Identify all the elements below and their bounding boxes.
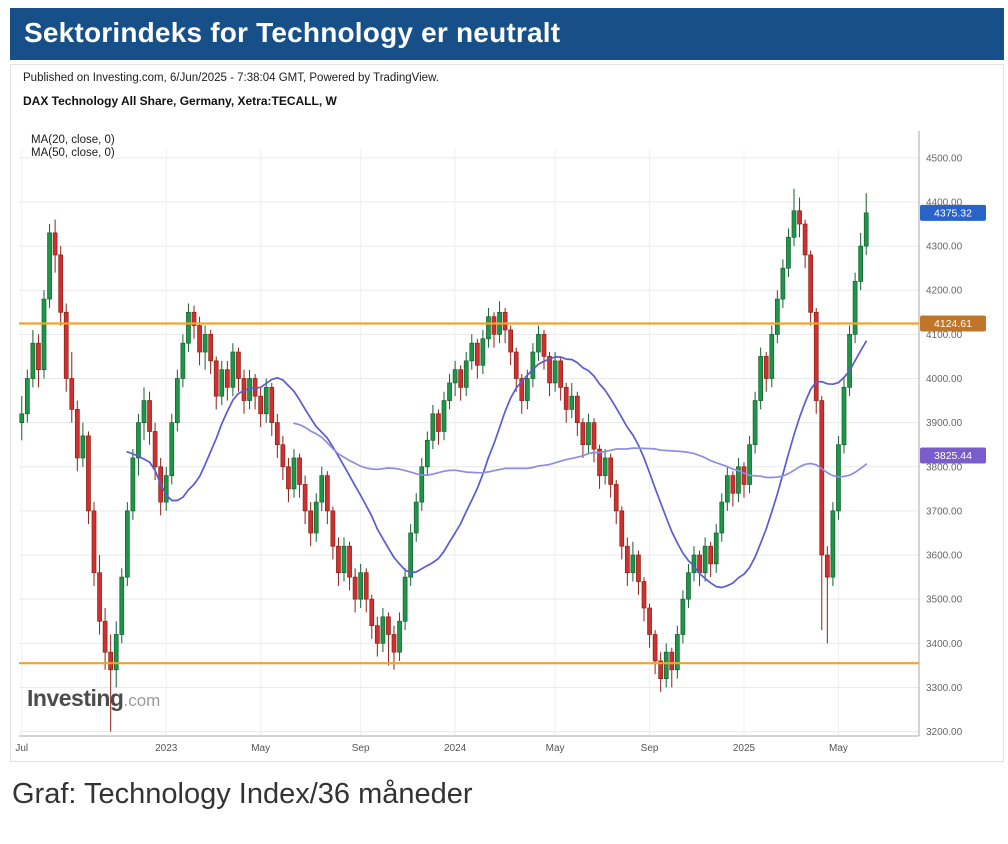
published-line: Published on Investing.com, 6/Jun/2025 -… <box>23 72 439 84</box>
price-chart: 4500.00 4400.00 4300.00 4200.00 4100.00 4000.… <box>15 131 986 754</box>
svg-text:3300.00: 3300.00 <box>926 683 963 694</box>
svg-text:May: May <box>829 743 848 754</box>
svg-text:4300.00: 4300.00 <box>926 242 963 253</box>
svg-text:3200.00: 3200.00 <box>926 727 963 738</box>
svg-text:4375.32: 4375.32 <box>934 207 972 219</box>
svg-text:4000.00: 4000.00 <box>926 374 963 385</box>
svg-text:4124.61: 4124.61 <box>934 318 972 330</box>
svg-text:4100.00: 4100.00 <box>926 330 963 341</box>
ma50-legend-label: MA(50, close, 0) <box>31 147 115 159</box>
watermark-bold: Investing <box>27 685 124 711</box>
ma-legend: MA(20, close, 0) MA(50, close, 0) <box>31 134 115 160</box>
svg-text:2025: 2025 <box>733 743 756 754</box>
svg-text:4200.00: 4200.00 <box>926 286 963 297</box>
instrument-title: DAX Technology All Share, Germany, Xetra… <box>23 94 337 108</box>
svg-text:3600.00: 3600.00 <box>926 551 963 562</box>
article-headline: Sektorindeks for Technology er neutralt <box>10 8 1004 60</box>
chart-caption: Graf: Technology Index/36 måneder <box>12 778 473 810</box>
svg-text:Sep: Sep <box>641 743 659 754</box>
svg-text:3825.44: 3825.44 <box>934 450 972 462</box>
svg-text:2024: 2024 <box>444 743 467 754</box>
svg-text:3800.00: 3800.00 <box>926 462 963 473</box>
svg-text:2023: 2023 <box>155 743 178 754</box>
investing-watermark: Investing.com <box>27 685 160 712</box>
svg-text:3500.00: 3500.00 <box>926 595 963 606</box>
svg-text:3400.00: 3400.00 <box>926 639 963 650</box>
svg-text:Sep: Sep <box>352 743 370 754</box>
watermark-light: .com <box>123 691 161 710</box>
svg-text:3700.00: 3700.00 <box>926 506 963 517</box>
svg-text:May: May <box>251 743 270 754</box>
svg-text:May: May <box>546 743 565 754</box>
svg-text:3900.00: 3900.00 <box>926 418 963 429</box>
svg-text:4500.00: 4500.00 <box>926 153 963 164</box>
ma20-legend-label: MA(20, close, 0) <box>31 134 115 146</box>
svg-text:4400.00: 4400.00 <box>926 197 963 208</box>
svg-text:Jul: Jul <box>15 743 28 754</box>
article-headline-text: Sektorindeks for Technology er neutralt <box>24 17 561 48</box>
price-chart-panel: 4500.00 4400.00 4300.00 4200.00 4100.00 4000.… <box>10 64 1004 762</box>
